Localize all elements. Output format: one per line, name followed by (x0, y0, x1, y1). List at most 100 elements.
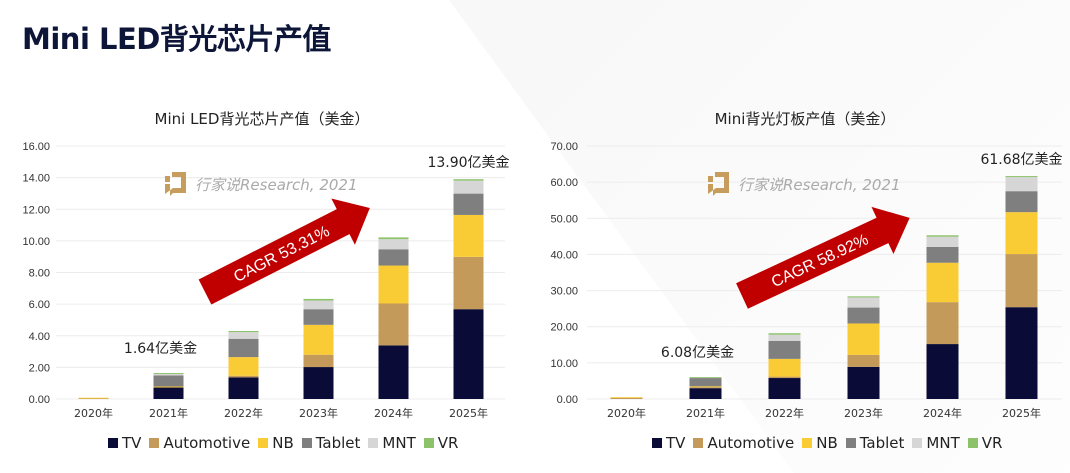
bar-segment-nb-2022年 (768, 358, 801, 377)
legend-label: Automotive (707, 434, 795, 452)
legend-swatch (368, 438, 379, 448)
bar-segment-vr-2022年 (768, 333, 801, 335)
x-tick-label: 2023年 (844, 406, 883, 420)
bar-segment-automotive-2024年 (378, 303, 409, 346)
bar-segment-automotive-2023年 (303, 354, 334, 368)
research-logo-watermark: 行家说Research, 2021 (165, 172, 358, 196)
y-tick-label: 20.00 (550, 322, 578, 334)
legend-swatch (258, 438, 269, 448)
bar-segment-nb-2025年 (1005, 212, 1038, 255)
bar-segment-tv-2021年 (689, 388, 722, 399)
legend-swatch (802, 438, 813, 448)
x-tick-label: 2024年 (374, 406, 413, 420)
y-tick-label: 60.00 (550, 177, 578, 189)
bar-segment-automotive-2022年 (768, 376, 801, 379)
bar-segment-tablet-2022年 (228, 338, 259, 358)
legend-chip-chart: TV Automotive NB Tablet MNT VR (108, 434, 458, 452)
total-annotation: 6.08亿美金 (661, 345, 734, 361)
total-annotation: 13.90亿美金 (427, 155, 509, 171)
y-tick-label: 70.00 (550, 141, 578, 153)
x-tick-label: 2020年 (607, 406, 646, 420)
legend-item-mnt: MNT (368, 434, 416, 452)
bar-segment-vr-2025年 (1005, 176, 1038, 178)
bar-segment-nb-2020年 (78, 397, 109, 399)
legend-swatch (845, 438, 856, 448)
bar-segment-tablet-2023年 (303, 309, 334, 325)
legend-label: TV (122, 434, 142, 452)
bar-segment-mnt-2025年 (1005, 177, 1038, 192)
bar-segment-tablet-2025年 (1005, 191, 1038, 213)
bar-segment-tablet-2023年 (847, 307, 880, 324)
legend-item-tv: TV (652, 434, 685, 452)
bar-segment-automotive-2025年 (1005, 254, 1038, 308)
bar-segment-tv-2025年 (1005, 307, 1038, 399)
page-title: Mini LED背光芯片产值 (22, 22, 331, 56)
y-tick-label: 14.00 (22, 173, 50, 185)
bar-segment-tablet-2025年 (453, 193, 484, 215)
bar-segment-tv-2023年 (303, 367, 334, 399)
bar-segment-vr-2024年 (926, 235, 959, 237)
bar-segment-tablet-2024年 (378, 249, 409, 266)
x-tick-label: 2022年 (224, 406, 263, 420)
legend-label: NB (816, 434, 838, 452)
y-tick-label: 40.00 (550, 249, 578, 261)
bar-segment-tv-2024年 (926, 344, 959, 399)
bar-segment-automotive-2025年 (453, 256, 484, 310)
x-tick-label: 2021年 (686, 406, 725, 420)
bar-segment-tv-2022年 (768, 378, 801, 399)
bar-segment-nb-2023年 (847, 323, 880, 355)
legend-item-mnt: MNT (912, 434, 960, 452)
y-tick-label: 16.00 (22, 141, 50, 153)
legend-label: VR (981, 434, 1003, 452)
y-tick-label: 4.00 (29, 331, 50, 343)
bar-segment-mnt-2021年 (153, 374, 184, 376)
bar-segment-automotive-2020年 (610, 397, 643, 399)
bar-segment-tv-2021年 (153, 387, 184, 399)
bar-segment-automotive-2020年 (78, 398, 109, 400)
bar-segment-automotive-2022年 (228, 375, 259, 378)
y-tick-label: 0.00 (557, 394, 578, 406)
bar-segment-tablet-2021年 (153, 375, 184, 387)
legend-label: NB (272, 434, 294, 452)
bar-segment-vr-2023年 (847, 296, 880, 298)
y-tick-label: 12.00 (22, 204, 50, 216)
bar-segment-mnt-2022年 (768, 334, 801, 341)
legend-label: Tablet (859, 434, 905, 452)
total-annotation: 61.68亿美金 (980, 152, 1062, 168)
chart-title: Mini LED背光芯片产值（美金） (155, 110, 370, 128)
legend-item-automotive: Automotive (693, 434, 794, 452)
bar-segment-tv-2023年 (847, 366, 880, 399)
research-logo-watermark: 行家说Research, 2021 (708, 172, 901, 196)
legend-item-tablet: Tablet (845, 434, 905, 452)
bar-segment-mnt-2023年 (847, 297, 880, 308)
legend-label: Automotive (163, 434, 251, 452)
bar-segment-nb-2021年 (153, 386, 184, 388)
legend-label: Tablet (315, 434, 361, 452)
legend-label: VR (437, 434, 459, 452)
bar-segment-nb-2024年 (378, 265, 409, 304)
svg-text:行家说Research, 2021: 行家说Research, 2021 (195, 176, 358, 194)
legend-item-vr: VR (423, 434, 459, 452)
x-tick-label: 2023年 (299, 406, 338, 420)
legend-swatch (652, 438, 662, 448)
bar-segment-nb-2024年 (926, 262, 959, 303)
bar-segment-tablet-2022年 (768, 340, 801, 359)
svg-text:行家说Research, 2021: 行家说Research, 2021 (738, 176, 901, 194)
bar-segment-automotive-2021年 (689, 387, 722, 389)
legend-label: MNT (382, 434, 416, 452)
y-tick-label: 6.00 (29, 299, 50, 311)
y-tick-label: 10.00 (550, 358, 578, 370)
legend-board-chart: TV Automotive NB Tablet MNT VR (652, 434, 1002, 452)
x-tick-label: 2025年 (1002, 406, 1041, 420)
bar-segment-vr-2023年 (303, 298, 334, 301)
bar-segment-nb-2025年 (453, 214, 484, 257)
legend-swatch (693, 438, 704, 448)
legend-swatch (149, 438, 160, 448)
bar-segment-nb-2022年 (228, 357, 259, 376)
bar-segment-mnt-2022年 (228, 332, 259, 339)
x-tick-label: 2021年 (149, 406, 188, 420)
bar-segment-mnt-2024年 (378, 239, 409, 250)
bar-segment-tv-2025年 (453, 309, 484, 399)
legend-item-tablet: Tablet (301, 434, 361, 452)
